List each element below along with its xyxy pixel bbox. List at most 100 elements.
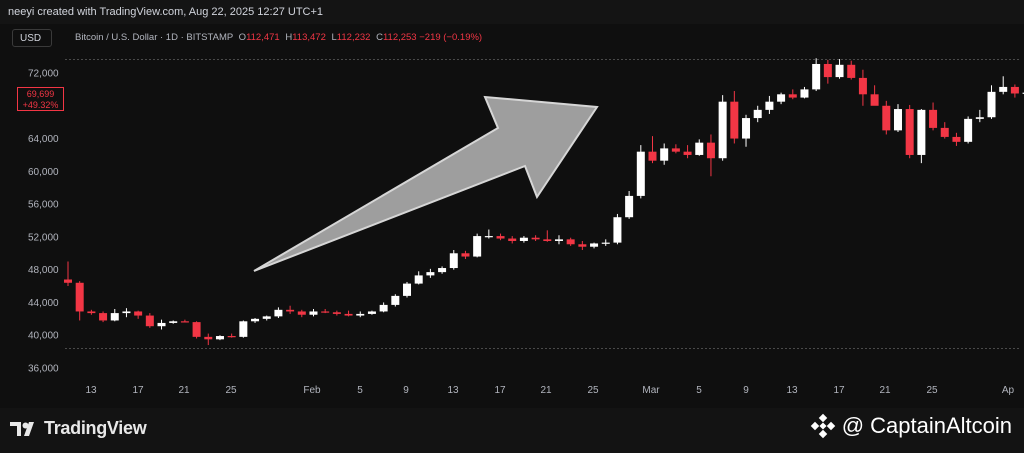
candle-body [75, 282, 84, 312]
candle-body [204, 336, 213, 340]
x-tick-label: 13 [85, 385, 97, 396]
candle-body [742, 118, 751, 139]
currency-selector[interactable]: USD [12, 29, 52, 47]
candle-down [952, 132, 961, 146]
candle-body [379, 304, 388, 312]
candle-down [730, 91, 739, 144]
candle-body [578, 244, 587, 247]
candle-body [835, 64, 844, 78]
candle-down [882, 100, 891, 135]
low-label: L [331, 32, 337, 43]
low-value: 112,232 [336, 32, 371, 43]
candle-down [788, 89, 797, 100]
candle-body [543, 239, 552, 241]
candle-body [297, 311, 306, 315]
candle-down [870, 85, 879, 106]
candle-down [180, 319, 189, 323]
candle-body [590, 243, 599, 247]
candle-body [344, 313, 353, 316]
candle-body [636, 151, 645, 196]
candle-up [438, 266, 447, 274]
candle-down [543, 230, 552, 242]
candle-up [812, 58, 821, 92]
candle-down [332, 310, 341, 316]
candle-body [788, 94, 797, 98]
candle-up [613, 213, 622, 245]
candle-body [274, 309, 283, 317]
candle-body [905, 109, 914, 155]
candle-down [75, 281, 84, 321]
x-tick-label: 21 [540, 385, 552, 396]
tradingview-logo-icon [10, 421, 34, 436]
candle-body [473, 236, 482, 257]
candle-up [800, 86, 809, 99]
close-label: C [376, 32, 383, 43]
candle-up [718, 95, 727, 161]
candle-body [987, 91, 996, 118]
candle-body [332, 312, 341, 314]
candle-body [1022, 92, 1024, 94]
candle-up [239, 320, 248, 338]
candle-up [473, 233, 482, 258]
candle-up [753, 105, 762, 123]
binance-logo-icon [810, 413, 835, 439]
candle-body [812, 63, 821, 90]
candle-body [438, 268, 447, 273]
candle-up [554, 235, 563, 245]
candle-up [379, 302, 388, 313]
x-tick-label: 5 [357, 385, 363, 396]
candle-down [145, 313, 154, 328]
candle-body [554, 239, 563, 241]
tradingview-brand[interactable]: TradingView [10, 418, 147, 439]
candle-body [180, 321, 189, 323]
x-tick-label: 17 [494, 385, 506, 396]
candle-body [110, 313, 119, 321]
candle-up [999, 76, 1008, 95]
candle-body [321, 311, 330, 313]
candle-down [683, 145, 692, 159]
candle-body [566, 239, 575, 245]
candle-body [496, 236, 505, 239]
candle-body [765, 101, 774, 110]
candle-body [87, 311, 96, 314]
candle-body [484, 236, 493, 238]
y-tick-label: 48,000 [28, 265, 59, 276]
candle-body [929, 109, 938, 128]
x-tick-label: 9 [403, 385, 409, 396]
candle-body [519, 237, 528, 241]
candle-body [215, 336, 224, 340]
candlestick-chart[interactable]: 36,000 40,000 44,000 48,000 52,000 56,000 60,0… [0, 0, 1024, 408]
candle-down [531, 235, 540, 241]
y-tick-label: 72,000 [28, 69, 59, 80]
candle-up [274, 307, 283, 319]
candle-up [169, 320, 178, 324]
candle-body [882, 105, 891, 131]
candle-body [309, 311, 318, 315]
candle-down [706, 134, 715, 177]
candle-body [461, 253, 470, 257]
candle-body [964, 118, 973, 142]
candle-up [356, 311, 365, 318]
candle-body [847, 64, 856, 78]
symbol-title[interactable]: Bitcoin / U.S. Dollar · 1D · BITSTAMP [75, 32, 234, 43]
candle-up [110, 309, 119, 322]
candle-body [893, 109, 902, 131]
candle-down [204, 333, 213, 346]
candle-body [426, 272, 435, 276]
y-tick-label: 64,000 [28, 134, 59, 145]
candle-down [344, 310, 353, 317]
attribution-text: neeyi created with TradingView.com, Aug … [8, 6, 324, 18]
candle-up [975, 109, 984, 123]
candle-body [99, 313, 108, 321]
candle-up [987, 85, 996, 119]
candle-body [169, 321, 178, 323]
y-tick-label: 60,000 [28, 167, 59, 178]
candle-down [929, 102, 938, 131]
y-tick-label: 56,000 [28, 200, 59, 211]
x-tick-label: 21 [879, 385, 891, 396]
x-tick-label: 25 [587, 385, 599, 396]
candle-body [671, 148, 680, 152]
candle-body [145, 315, 154, 327]
candle-body [64, 279, 72, 283]
candle-up [917, 109, 926, 164]
